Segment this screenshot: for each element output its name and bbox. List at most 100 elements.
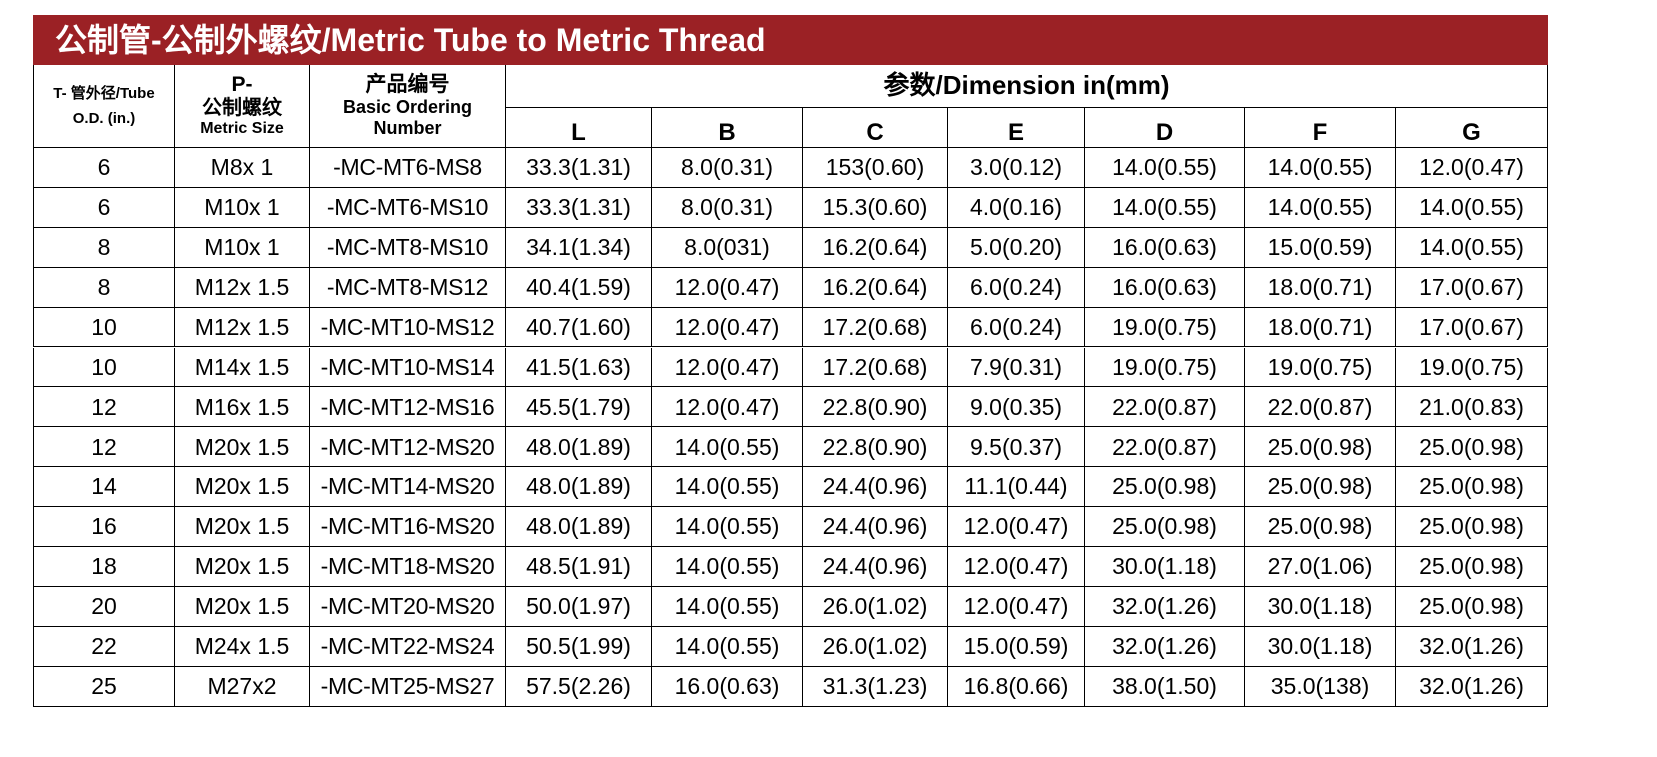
cell-text: 12 [91, 393, 117, 420]
table-cell: 8.0(031) [652, 227, 803, 268]
table-cell: 22.8(0.90) [803, 427, 948, 468]
header-line: 产品编号 [365, 73, 450, 97]
table-cell: 4.0(0.16) [948, 187, 1085, 228]
cell-text: 30.0(1.18) [1267, 633, 1373, 660]
table-cell: 34.1(1.34) [506, 227, 652, 268]
table-cell: 17.2(0.68) [803, 307, 948, 348]
table-cell: 12.0(0.47) [948, 547, 1085, 587]
table-cell: 26.0(1.02) [803, 586, 948, 627]
cell-text: 25.0(0.98) [1267, 433, 1373, 460]
table-cell: 6 [33, 187, 175, 228]
table-cell: 16.0(0.63) [652, 666, 803, 707]
header-line: Basic Ordering [342, 97, 473, 118]
cell-text: 20 [91, 593, 117, 620]
cell-text: 33.3(1.31) [526, 154, 631, 181]
table-cell: 12.0(0.47) [652, 307, 803, 348]
table-cell: 19.0(0.75) [1396, 347, 1548, 388]
table-cell: 16.2(0.64) [803, 267, 948, 308]
cell-text: 22.8(0.90) [822, 393, 928, 420]
cell-text: 26.0(1.02) [822, 593, 928, 620]
cell-text: 50.5(1.99) [526, 633, 631, 660]
cell-text: 32.0(1.26) [1112, 593, 1217, 620]
table-cell: 12.0(0.47) [948, 507, 1085, 547]
cell-text: 25.0(0.98) [1267, 473, 1373, 500]
table-cell: 50.5(1.99) [506, 626, 652, 667]
table-cell: M24x 1.5 [175, 626, 310, 667]
cell-text: M14x 1.5 [194, 353, 290, 380]
table-cell: 14.0(0.55) [1085, 148, 1245, 188]
column-label: B [718, 119, 736, 147]
table-cell: M20x 1.5 [175, 547, 310, 587]
tube-header: T- 管外径/Tube O.D. (in.) [33, 65, 175, 148]
cell-text: 21.0(0.83) [1419, 393, 1524, 420]
cell-text: 17.2(0.68) [822, 313, 928, 340]
column-header: F [1245, 108, 1396, 148]
table-cell: 8 [33, 267, 175, 308]
table-cell: 30.0(1.18) [1245, 626, 1396, 667]
cell-text: 57.5(2.26) [526, 672, 631, 699]
table-cell: 21.0(0.83) [1396, 387, 1548, 428]
cell-text: M8x 1 [210, 154, 274, 181]
table-cell: 57.5(2.26) [506, 666, 652, 707]
table-cell: M12x 1.5 [175, 267, 310, 308]
cell-text: 11.1(0.44) [964, 473, 1068, 500]
table-cell: 14.0(0.55) [1396, 187, 1548, 228]
cell-text: 16.0(0.63) [1112, 273, 1217, 300]
header-text: 参数/Dimension in(mm) [883, 70, 1170, 101]
cell-text: 19.0(0.75) [1112, 313, 1217, 340]
cell-text: 33.3(1.31) [526, 194, 631, 221]
cell-text: 32.0(1.26) [1419, 672, 1524, 699]
cell-text: 14.0(0.55) [1419, 234, 1524, 261]
column-label: D [1155, 119, 1174, 147]
cell-text: 25.0(0.98) [1112, 513, 1217, 540]
table-cell: -MC-MT14-MS20 [310, 467, 506, 508]
cell-text: 14.0(0.55) [674, 473, 780, 500]
table-cell: 24.4(0.96) [803, 467, 948, 508]
cell-text: 14.0(0.55) [1112, 194, 1217, 221]
table-cell: 27.0(1.06) [1245, 547, 1396, 587]
cell-text: -MC-MT10-MS14 [320, 353, 495, 380]
cell-text: 32.0(1.26) [1419, 633, 1524, 660]
table-cell: 40.7(1.60) [506, 307, 652, 348]
cell-text: 27.0(1.06) [1267, 553, 1373, 580]
table-cell: 50.0(1.97) [506, 586, 652, 627]
cell-text: 25 [91, 672, 117, 699]
column-header: L [506, 108, 652, 148]
cell-text: M20x 1.5 [194, 553, 290, 580]
table-cell: 12 [33, 387, 175, 428]
cell-text: 25.0(0.98) [1419, 593, 1524, 620]
cell-text: 25.0(0.98) [1267, 513, 1373, 540]
table-cell: 25.0(0.98) [1396, 547, 1548, 587]
cell-text: 25.0(0.98) [1112, 473, 1217, 500]
table-cell: 14.0(0.55) [1085, 187, 1245, 228]
cell-text: M12x 1.5 [194, 313, 290, 340]
table-cell: 12.0(0.47) [652, 347, 803, 388]
cell-text: 22.0(0.87) [1267, 393, 1373, 420]
table-cell: 153(0.60) [803, 148, 948, 188]
table-cell: -MC-MT12-MS20 [310, 427, 506, 468]
column-label: L [571, 119, 586, 147]
table-cell: 14.0(0.55) [652, 626, 803, 667]
header-line: T- 管外径/Tube [53, 84, 155, 102]
table-cell: 25 [33, 666, 175, 707]
table-cell: 32.0(1.26) [1085, 626, 1245, 667]
cell-text: 25.0(0.98) [1419, 553, 1524, 580]
cell-text: 16 [91, 513, 117, 540]
table-cell: 25.0(0.98) [1245, 467, 1396, 508]
cell-text: 14.0(0.55) [1267, 154, 1373, 181]
cell-text: 14.0(0.55) [674, 553, 780, 580]
table-cell: M20x 1.5 [175, 467, 310, 508]
cell-text: 153(0.60) [825, 154, 925, 181]
table-cell: 32.0(1.26) [1396, 666, 1548, 707]
header-line: Number [373, 118, 442, 139]
cell-text: 6.0(0.24) [969, 313, 1063, 340]
cell-text: 14.0(0.55) [1419, 194, 1524, 221]
table-cell: 12 [33, 427, 175, 468]
table-cell: 25.0(0.98) [1245, 507, 1396, 547]
table-cell: 24.4(0.96) [803, 507, 948, 547]
size-header: P- 公制螺纹 Metric Size [175, 65, 310, 148]
cell-text: 12.0(0.47) [674, 313, 780, 340]
cell-text: 15.0(0.59) [963, 633, 1069, 660]
cell-text: 17.2(0.68) [822, 353, 928, 380]
cell-text: 24.4(0.96) [822, 513, 928, 540]
